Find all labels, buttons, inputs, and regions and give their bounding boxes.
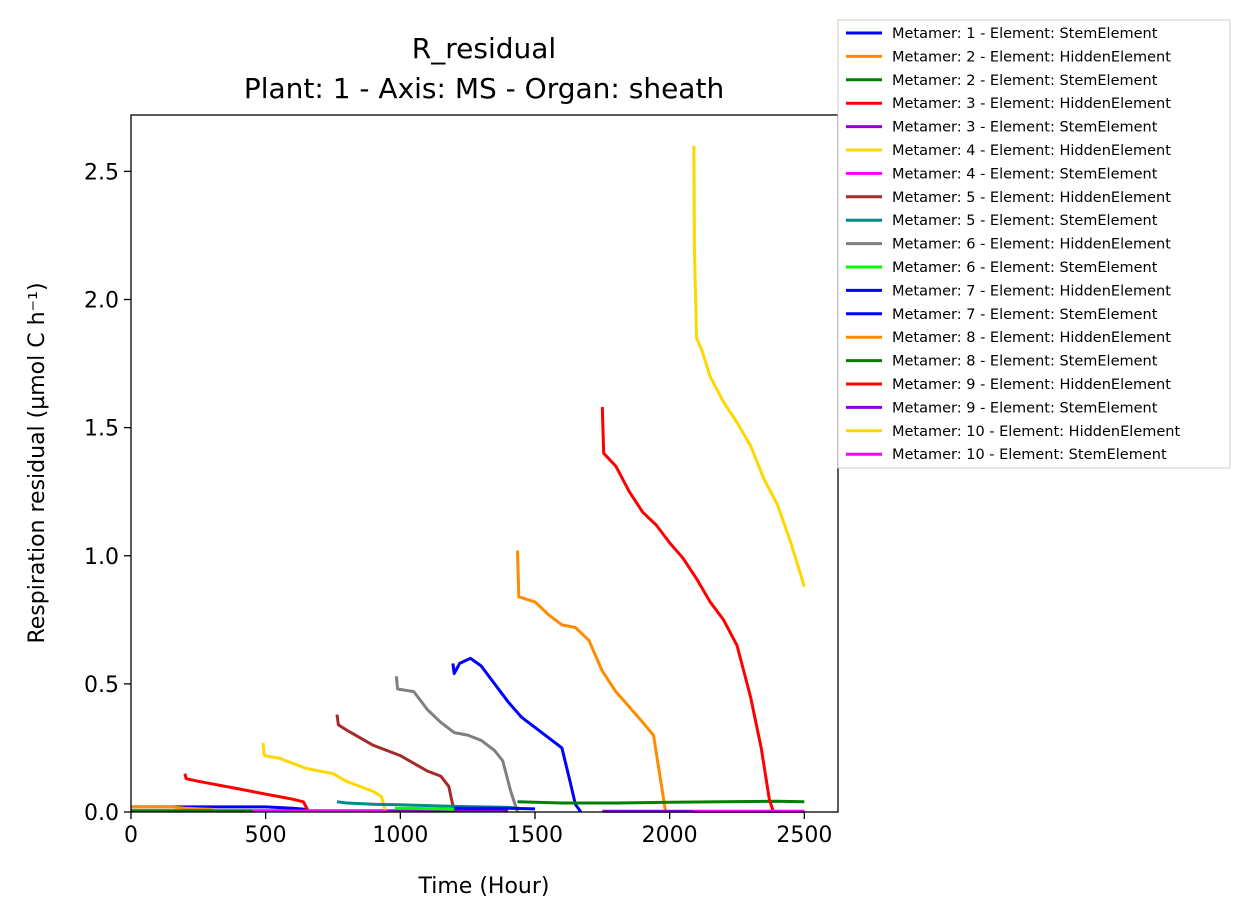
x-tick-label: 1500: [507, 823, 563, 848]
legend-label: Metamer: 5 - Element: StemElement: [892, 213, 1158, 229]
x-tick-label: 2500: [776, 823, 832, 848]
series-line-4: [183, 773, 311, 813]
legend-label: Metamer: 2 - Element: StemElement: [892, 73, 1158, 89]
series-line-11: [394, 806, 455, 811]
x-axis-ticks: 0 500 1000 1500 2000 2500: [124, 812, 832, 848]
series-line-16: [600, 407, 775, 813]
series-line-12: [451, 656, 583, 813]
series-line-10: [394, 676, 519, 813]
legend-box: [837, 19, 1231, 469]
y-axis-ticks: 0.0 0.5 1.0 1.5 2.0 2.5: [84, 160, 131, 826]
y-tick-label: 0.0: [84, 801, 119, 826]
legend-label: Metamer: 3 - Element: HiddenElement: [892, 96, 1171, 112]
legend-label: Metamer: 6 - Element: HiddenElement: [892, 237, 1171, 253]
y-tick-label: 1.5: [84, 417, 119, 442]
series-line-14: [516, 550, 668, 813]
y-axis-label: Respiration residual (µmol C h⁻¹): [25, 282, 50, 643]
x-tick-label: 1000: [372, 823, 428, 848]
legend-label: Metamer: 4 - Element: StemElement: [892, 166, 1158, 182]
x-axis-label: Time (Hour): [418, 874, 550, 899]
plot-frame: [130, 114, 839, 813]
y-tick-label: 0.5: [84, 673, 119, 698]
y-tick-label: 2.0: [84, 289, 119, 314]
legend-label: Metamer: 3 - Element: StemElement: [892, 120, 1158, 136]
x-tick-label: 2000: [642, 823, 698, 848]
y-tick-label: 2.5: [84, 160, 119, 185]
y-tick-label: 1.0: [84, 545, 119, 570]
chart-subtitle: Plant: 1 - Axis: MS - Organ: sheath: [244, 72, 724, 105]
legend-label: Metamer: 1 - Element: StemElement: [892, 26, 1158, 42]
legend-label: Metamer: 7 - Element: HiddenElement: [892, 283, 1171, 299]
legend-label: Metamer: 2 - Element: HiddenElement: [892, 49, 1171, 65]
series-line-13: [454, 806, 536, 811]
x-tick-label: 0: [124, 823, 138, 848]
legend-label: Metamer: 7 - Element: StemElement: [892, 307, 1158, 323]
legend: Metamer: 1 - Element: StemElement Metamer…: [837, 19, 1231, 469]
chart-title: R_residual: [412, 32, 556, 65]
legend-label: Metamer: 10 - Element: HiddenElement: [892, 424, 1180, 440]
legend-label: Metamer: 9 - Element: HiddenElement: [892, 377, 1171, 393]
legend-label: Metamer: 8 - Element: StemElement: [892, 354, 1158, 370]
series-line-6: [261, 742, 387, 813]
legend-label: Metamer: 6 - Element: StemElement: [892, 260, 1158, 276]
plot-lines: [131, 145, 806, 813]
legend-label: Metamer: 8 - Element: HiddenElement: [892, 330, 1171, 346]
legend-label: Metamer: 4 - Element: HiddenElement: [892, 143, 1171, 159]
series-line-18: [692, 145, 806, 587]
x-tick-label: 500: [245, 823, 287, 848]
series-line-8: [335, 714, 456, 813]
legend-label: Metamer: 5 - Element: HiddenElement: [892, 190, 1171, 206]
series-line-15: [517, 799, 805, 805]
legend-label: Metamer: 10 - Element: StemElement: [892, 447, 1167, 463]
legend-label: Metamer: 9 - Element: StemElement: [892, 400, 1158, 416]
series-line-2: [131, 805, 212, 811]
